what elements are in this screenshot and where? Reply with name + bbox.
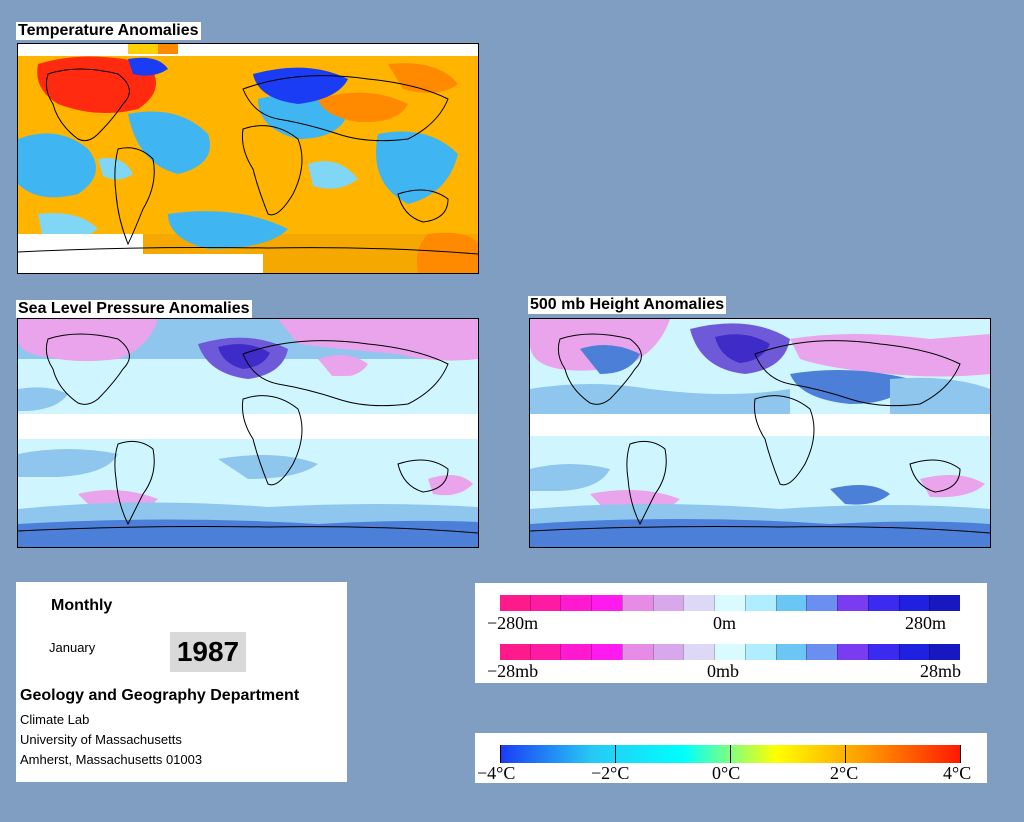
pressure-swatch-8 <box>744 644 776 660</box>
pressure-color-bar <box>500 644 961 660</box>
height-swatch-2 <box>560 595 592 611</box>
temperature-map-canvas <box>18 44 478 273</box>
height-swatch-12 <box>867 595 899 611</box>
info-panel: Monthly January 1987 Geology and Geograp… <box>16 582 347 782</box>
temp-label-minus2: −2°C <box>591 763 630 783</box>
temp-tick-1 <box>615 745 616 763</box>
height-swatch-3 <box>591 595 622 611</box>
height-label-max: 280m <box>905 613 947 633</box>
month-label: January <box>49 640 96 655</box>
height-swatch-14 <box>929 595 961 611</box>
temp-label-plus4: 4°C <box>943 763 972 783</box>
height500-anomaly-map <box>529 318 991 548</box>
height-swatch-11 <box>837 595 868 611</box>
pressure-swatch-6 <box>683 644 715 660</box>
height-swatch-0 <box>500 595 530 611</box>
university-name: University of Massachusetts <box>20 732 182 747</box>
height-swatch-9 <box>775 595 807 611</box>
height-swatch-8 <box>744 595 776 611</box>
pressure-swatch-3 <box>591 644 622 660</box>
pressure-swatch-14 <box>929 644 961 660</box>
temperature-color-bar <box>500 745 961 763</box>
temperature-legend: −4°C −2°C 0°C 2°C 4°C <box>475 733 987 783</box>
height-swatch-5 <box>652 595 684 611</box>
pressure-swatch-2 <box>560 644 592 660</box>
height-swatch-6 <box>683 595 715 611</box>
height500-map-title: 500 mb Height Anomalies <box>528 296 727 314</box>
height-label-zero: 0m <box>713 613 737 633</box>
pressure-label-max: 28mb <box>920 661 962 681</box>
pressure-swatch-7 <box>714 644 745 660</box>
sea-level-pressure-anomaly-map <box>17 318 479 548</box>
height-pressure-legend: −280m 0m 280m −28mb 0mb 28mb <box>475 583 987 683</box>
slp-map-canvas <box>18 319 478 547</box>
pressure-swatch-12 <box>867 644 899 660</box>
temperature-map-title: Temperature Anomalies <box>16 22 201 40</box>
temp-label-plus2: 2°C <box>830 763 859 783</box>
height-swatch-1 <box>529 595 561 611</box>
temp-tick-4 <box>960 745 961 763</box>
temp-label-zero: 0°C <box>712 763 741 783</box>
temp-tick-0 <box>500 745 501 763</box>
pressure-swatch-9 <box>775 644 807 660</box>
year-display: 1987 <box>170 632 246 672</box>
pressure-label-zero: 0mb <box>707 661 740 681</box>
temp-tick-2 <box>730 745 731 763</box>
department-name: Geology and Geography Department <box>20 687 300 704</box>
pressure-swatch-1 <box>529 644 561 660</box>
pressure-swatch-5 <box>652 644 684 660</box>
height500-map-canvas <box>530 319 990 547</box>
height-swatch-10 <box>806 595 838 611</box>
temp-label-minus4: −4°C <box>477 763 516 783</box>
period-label: Monthly <box>51 597 113 614</box>
height-color-bar <box>500 595 961 611</box>
lab-name: Climate Lab <box>20 712 90 727</box>
pressure-swatch-10 <box>806 644 838 660</box>
temperature-anomaly-map <box>17 43 479 274</box>
height-swatch-4 <box>621 595 653 611</box>
pressure-swatch-4 <box>621 644 653 660</box>
height-swatch-13 <box>898 595 930 611</box>
address-line: Amherst, Massachusetts 01003 <box>20 752 203 767</box>
slp-map-title: Sea Level Pressure Anomalies <box>16 300 252 318</box>
pressure-label-min: −28mb <box>487 661 539 681</box>
temp-tick-3 <box>845 745 846 763</box>
pressure-swatch-0 <box>500 644 530 660</box>
pressure-swatch-11 <box>837 644 868 660</box>
height-swatch-7 <box>714 595 745 611</box>
pressure-swatch-13 <box>898 644 930 660</box>
height-label-min: −280m <box>487 613 539 633</box>
